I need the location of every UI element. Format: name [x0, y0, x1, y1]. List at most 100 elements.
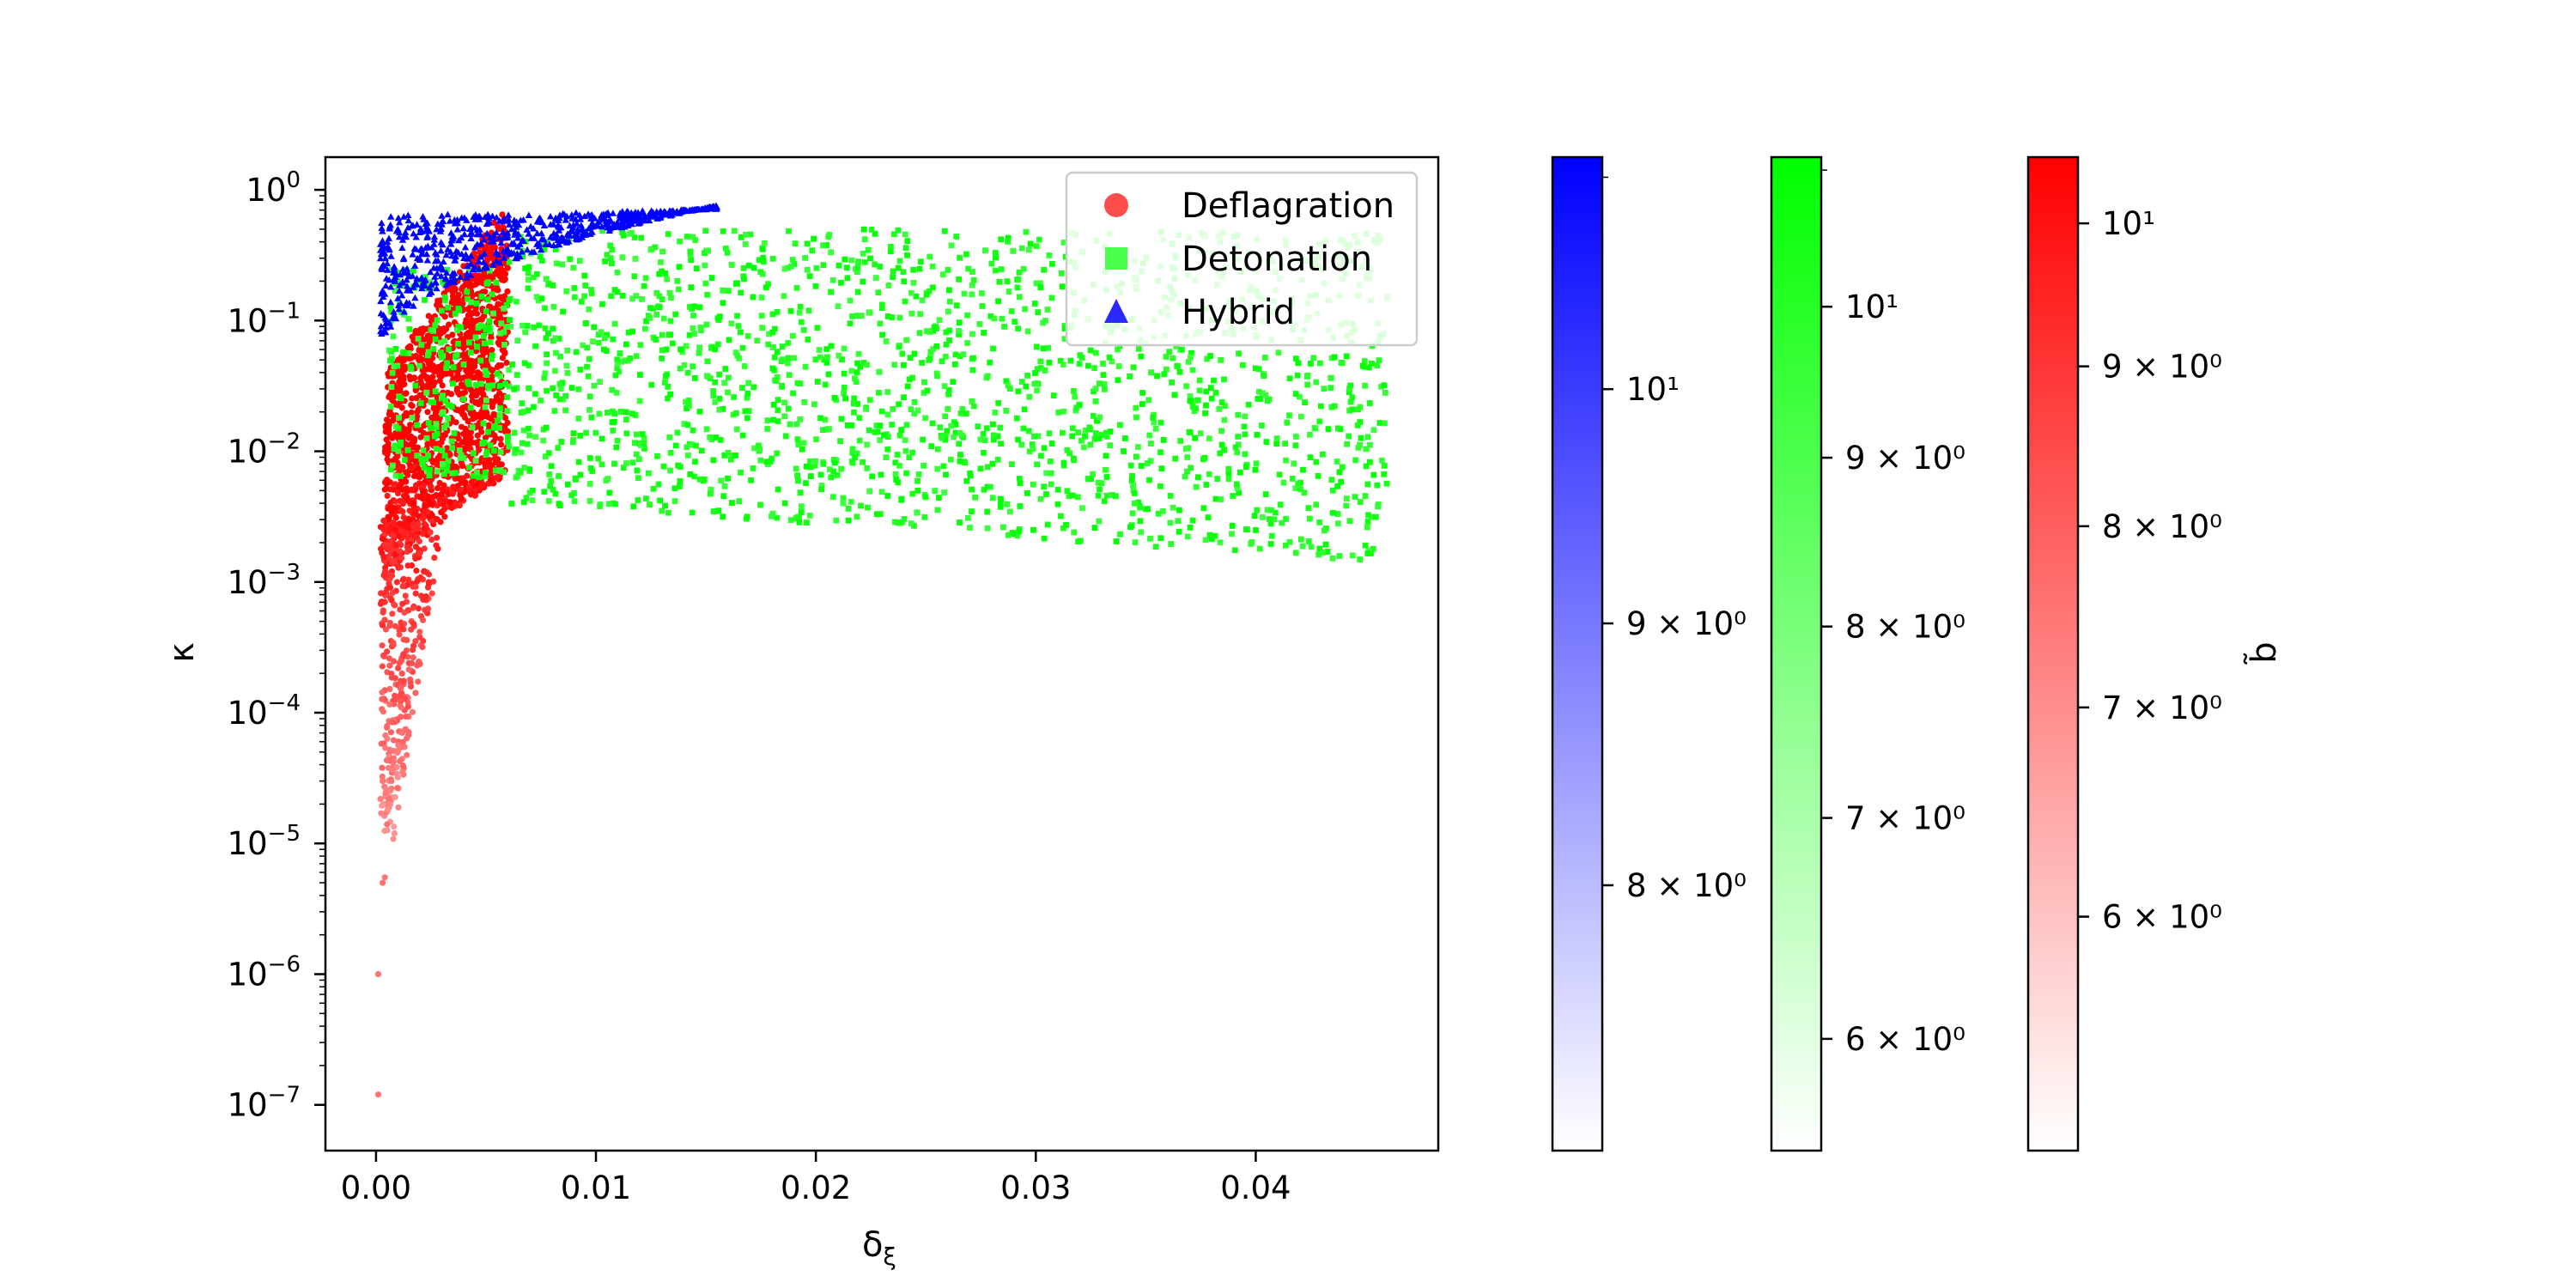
data-point-detonation [883, 454, 890, 460]
data-point-detonation [534, 270, 540, 277]
data-point-hybrid [378, 219, 386, 227]
data-point-detonation [689, 441, 696, 448]
data-point-detonation [440, 460, 446, 467]
data-point-detonation [1010, 247, 1017, 254]
data-point-detonation [614, 269, 621, 276]
data-point-detonation [1014, 284, 1021, 291]
data-point-detonation [1010, 531, 1017, 537]
data-point-hybrid [411, 294, 419, 301]
data-point-detonation [868, 227, 875, 233]
data-point-detonation [820, 262, 827, 269]
data-point-deflagration [381, 617, 388, 623]
data-point-detonation [674, 429, 681, 436]
data-point-detonation [1240, 361, 1246, 368]
data-point-detonation [1230, 493, 1236, 499]
data-point-detonation [1020, 265, 1027, 272]
data-point-detonation [573, 477, 579, 483]
data-point-detonation [605, 501, 612, 507]
data-point-detonation [425, 453, 431, 459]
data-point-detonation [1017, 503, 1024, 509]
data-point-detonation [444, 266, 451, 273]
data-point-deflagration [498, 461, 505, 468]
data-point-detonation [907, 355, 914, 361]
data-point-detonation [1004, 501, 1011, 507]
data-point-hybrid [390, 308, 398, 315]
data-point-detonation [1147, 458, 1154, 465]
data-point-detonation [1171, 392, 1178, 398]
data-point-detonation [484, 296, 491, 303]
data-point-detonation [483, 372, 490, 378]
data-point-detonation [504, 394, 511, 400]
data-point-detonation [800, 440, 807, 447]
data-point-detonation [902, 437, 908, 444]
data-point-detonation [856, 437, 863, 444]
data-point-deflagration [394, 785, 401, 792]
data-point-hybrid [403, 283, 411, 289]
data-point-hybrid [512, 223, 520, 230]
data-point-deflagration [379, 622, 386, 629]
data-point-deflagration [482, 434, 489, 441]
data-point-detonation [794, 514, 800, 520]
data-point-detonation [1005, 382, 1012, 389]
data-point-detonation [946, 327, 953, 334]
data-point-detonation [736, 498, 743, 504]
data-point-detonation [895, 519, 902, 526]
data-point-detonation [1095, 479, 1102, 486]
data-point-detonation [1364, 550, 1371, 556]
data-point-detonation [556, 380, 563, 387]
data-point-deflagration [379, 663, 386, 670]
data-point-hybrid [442, 274, 450, 281]
data-point-detonation [427, 466, 433, 473]
data-point-detonation [1352, 457, 1359, 464]
data-point-deflagration [404, 735, 410, 742]
data-point-detonation [884, 389, 891, 395]
data-point-detonation [712, 346, 719, 353]
data-point-detonation [543, 276, 550, 283]
data-point-detonation [942, 413, 949, 420]
data-point-detonation [924, 328, 930, 334]
data-point-detonation [1024, 490, 1030, 496]
data-point-deflagration [428, 590, 435, 597]
data-point-deflagration [479, 481, 486, 488]
data-point-detonation [418, 455, 425, 462]
data-point-deflagration [458, 495, 465, 502]
data-point-detonation [592, 429, 599, 436]
data-point-detonation [513, 447, 519, 453]
data-point-deflagration [469, 292, 477, 299]
data-point-detonation [666, 289, 673, 296]
data-point-detonation [744, 390, 751, 397]
data-point-detonation [387, 466, 394, 473]
data-point-detonation [1157, 419, 1164, 426]
data-point-detonation [1229, 523, 1236, 529]
data-point-hybrid [569, 223, 577, 231]
data-point-hybrid [656, 209, 664, 216]
data-point-detonation [754, 337, 761, 344]
data-point-detonation [899, 519, 906, 526]
data-point-detonation [770, 416, 776, 423]
data-point-detonation [981, 450, 987, 456]
data-point-deflagration [407, 434, 414, 441]
data-point-detonation [550, 325, 556, 332]
data-point-detonation [906, 376, 913, 383]
data-point-hybrid [377, 297, 385, 305]
data-point-detonation [913, 293, 920, 300]
data-point-deflagration [415, 605, 422, 612]
data-point-hybrid [396, 282, 404, 289]
data-point-detonation [731, 394, 737, 400]
data-point-detonation [450, 364, 457, 371]
data-point-deflagration [424, 409, 431, 416]
data-point-detonation [387, 303, 394, 310]
data-point-detonation [794, 380, 801, 386]
data-point-hybrid [439, 240, 447, 248]
data-point-detonation [927, 253, 933, 260]
data-point-detonation [623, 341, 629, 348]
data-point-detonation [804, 240, 811, 247]
data-point-detonation [505, 438, 511, 445]
data-point-detonation [956, 331, 962, 337]
data-point-detonation [725, 475, 731, 482]
data-point-detonation [1218, 428, 1224, 434]
data-point-detonation [1200, 456, 1206, 463]
data-point-detonation [1031, 433, 1037, 440]
data-point-detonation [599, 301, 605, 307]
data-point-detonation [1188, 354, 1194, 361]
